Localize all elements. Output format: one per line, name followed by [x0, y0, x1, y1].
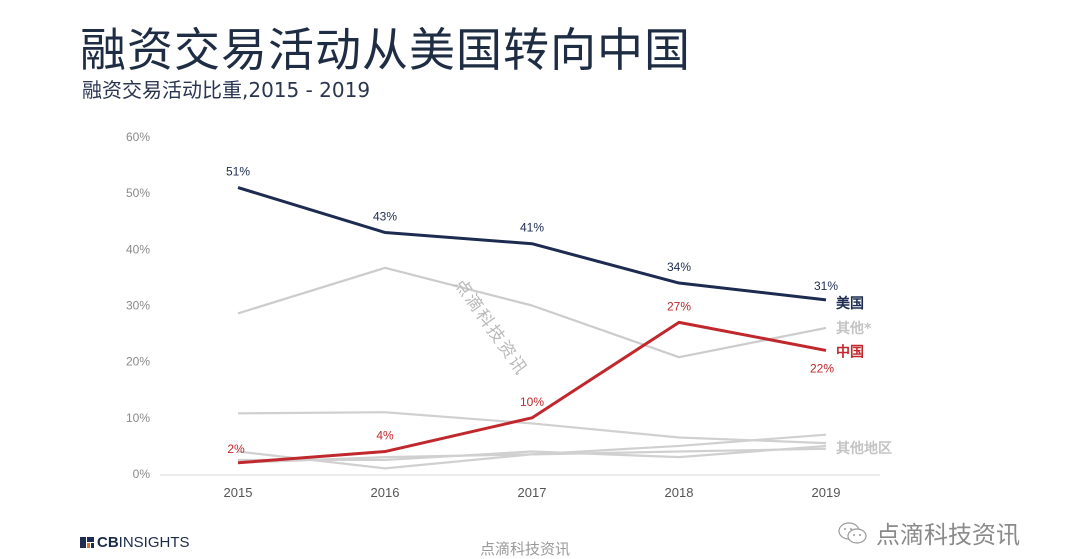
logo-text-bold: CB	[97, 534, 119, 551]
y-axis: 0% 10% 20% 30% 40% 50% 60%	[126, 130, 150, 481]
series-line-美国	[237, 186, 827, 302]
y-tick-label: 60%	[126, 130, 150, 144]
data-label: 34%	[667, 260, 691, 274]
data-label: 4%	[376, 429, 394, 443]
wechat-icon	[838, 521, 867, 544]
data-label: 27%	[667, 299, 691, 313]
series-line-other-3	[237, 411, 827, 445]
wechat-watermark: 点滴科技资讯	[838, 515, 1020, 550]
footer-watermark: 点滴科技资讯	[480, 540, 571, 558]
y-tick-label: 20%	[126, 355, 150, 369]
cbinsights-logo: CB INSIGHTS	[80, 534, 190, 551]
series-line-other-6	[237, 447, 827, 464]
end-label: 其他*	[836, 320, 872, 337]
data-label: 31%	[814, 279, 838, 293]
series-line-中国	[237, 320, 827, 465]
y-tick-label: 30%	[126, 299, 150, 313]
data-labels: 51% 43% 41% 34% 31% 2% 4% 10% 27% 22%	[226, 165, 838, 456]
x-axis: 2015 2016 2017 2018 2019	[160, 474, 880, 500]
data-label: 10%	[520, 395, 544, 409]
end-label: 中国	[836, 343, 864, 360]
y-tick-label: 0%	[133, 467, 151, 481]
chart-subtitle: 融资交易活动比重,2015 - 2019	[82, 78, 371, 102]
wechat-account-name: 点滴科技资讯	[876, 521, 1020, 549]
page-title: 融资交易活动从美国转向中国	[80, 23, 691, 77]
y-tick-label: 50%	[126, 186, 150, 200]
logo-text: INSIGHTS	[118, 534, 190, 551]
end-label: 美国	[836, 295, 864, 312]
data-label: 22%	[810, 361, 834, 375]
series-lines	[237, 186, 827, 470]
data-label: 51%	[226, 165, 250, 179]
x-tick-label: 2015	[224, 485, 253, 500]
data-label: 41%	[520, 221, 544, 235]
x-tick-label: 2019	[812, 485, 841, 500]
series-line-other-2	[237, 266, 827, 359]
x-tick-label: 2016	[371, 485, 400, 500]
y-tick-label: 10%	[126, 411, 150, 425]
x-tick-label: 2017	[518, 485, 547, 500]
x-tick-label: 2018	[665, 485, 694, 500]
series-line-other-5	[238, 444, 827, 462]
y-tick-label: 40%	[126, 242, 150, 256]
end-label: 其他地区	[836, 440, 892, 457]
cbinsights-logo-icon	[80, 537, 94, 548]
data-label: 43%	[373, 209, 397, 223]
data-label: 2%	[227, 442, 245, 456]
